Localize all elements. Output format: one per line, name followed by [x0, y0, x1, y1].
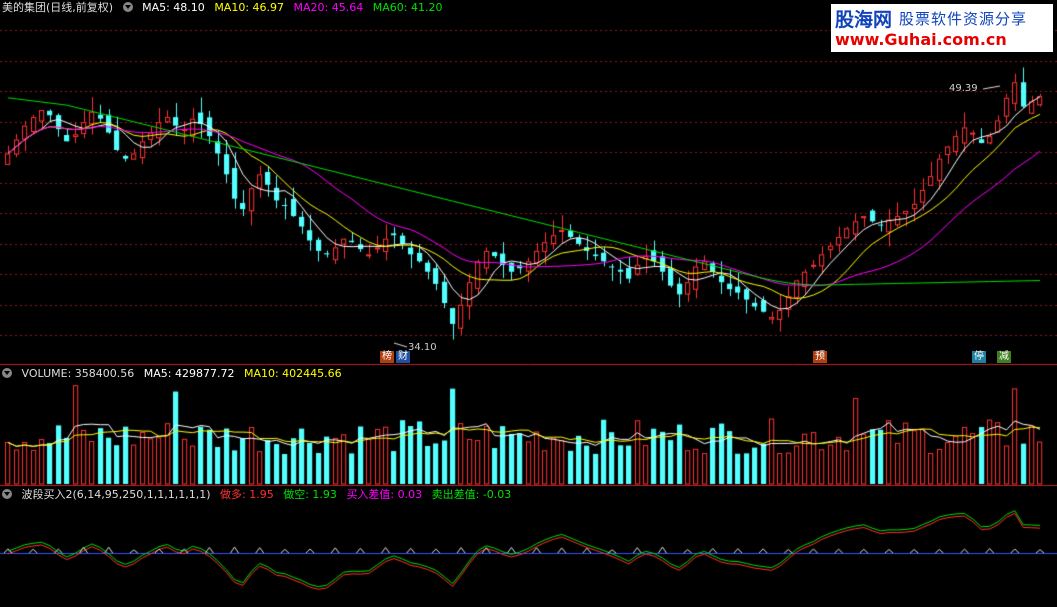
volume-menu-icon[interactable]	[2, 368, 12, 378]
watermark-slogan: 股票软件资源分享	[899, 10, 1028, 28]
chart-title: 美的集团(日线,前复权)	[2, 1, 114, 14]
low-price-label: 34.10	[408, 342, 437, 353]
event-tag-forecast[interactable]: 预	[813, 351, 827, 363]
ma20-label: MA20: 45.64	[293, 1, 364, 14]
indicator-title: 波段买入2(6,14,95,250,1,1,1,1,1,1)	[21, 488, 211, 501]
ma5-label: MA5: 48.10	[142, 1, 205, 14]
volume-label: VOLUME: 358400.56	[21, 367, 135, 380]
event-tag-finance[interactable]: 财	[396, 351, 410, 363]
ma60-label: MA60: 41.20	[372, 1, 443, 14]
volume-header: VOLUME: 358400.56 MA5: 429877.72 MA10: 4…	[2, 366, 348, 382]
short-value-label: 做空: 1.93	[283, 488, 337, 501]
ma10-label: MA10: 46.97	[214, 1, 285, 14]
watermark-brand: 股海网	[835, 9, 893, 31]
indicator-header: 波段买入2(6,14,95,250,1,1,1,1,1,1) 做多: 1.95 …	[2, 487, 517, 503]
event-tag-rank[interactable]: 榜	[380, 351, 394, 363]
sell-diff-label: 卖出差值: -0.03	[431, 488, 512, 501]
menu-dropdown-icon[interactable]	[122, 2, 133, 12]
high-price-label: 49.39	[949, 83, 978, 94]
indicator-menu-icon[interactable]	[2, 489, 12, 499]
event-tag-suspend[interactable]: 停	[972, 351, 986, 363]
long-value-label: 做多: 1.95	[220, 488, 274, 501]
buy-diff-label: 买入差值: 0.03	[346, 488, 423, 501]
watermark-url: www.Guhai.com.cn	[835, 30, 1007, 49]
event-tag-reduce[interactable]: 减	[997, 351, 1011, 363]
volume-ma10-label: MA10: 402445.66	[243, 367, 342, 380]
watermark-logo: 股海网 股票软件资源分享 www.Guhai.com.cn	[831, 4, 1053, 52]
volume-ma5-label: MA5: 429877.72	[143, 367, 235, 380]
main-chart-header: 美的集团(日线,前复权) MA5: 48.10 MA10: 46.97 MA20…	[2, 0, 448, 16]
